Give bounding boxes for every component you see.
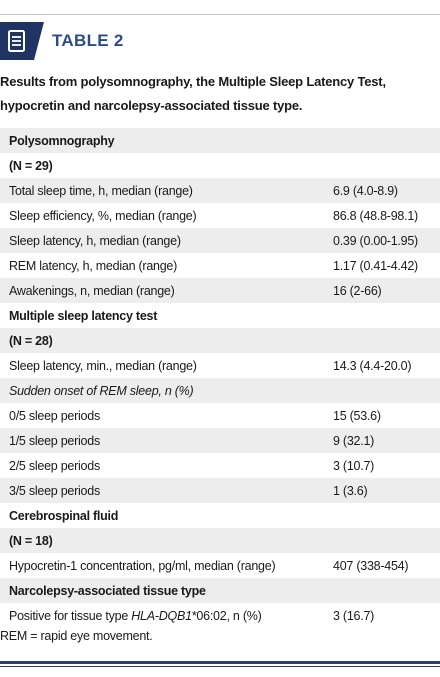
row-label: 3/5 sleep periods (9, 483, 100, 498)
row-label: Hypocretin-1 concentration, pg/ml, media… (9, 558, 276, 573)
row-label: (N = 29) (9, 158, 53, 173)
bottom-rule (0, 666, 440, 667)
table-row: Sleep latency, min., median (range) 14.3 … (0, 353, 440, 378)
table-row: Positive for tissue type HLA-DQB1*06:02,… (0, 603, 440, 628)
table-row: (N = 28) (0, 328, 440, 353)
row-label: Sleep latency, h, median (range) (9, 233, 181, 248)
row-value: 0.39 (0.00-1.95) (333, 233, 418, 248)
row-value: 9 (32.1) (333, 433, 375, 448)
row-value: 6.9 (4.0-8.9) (333, 183, 398, 198)
row-label: (N = 18) (9, 533, 53, 548)
row-label: Positive for tissue type HLA-DQB1*06:02,… (0, 609, 333, 623)
label-part: Positive for tissue type (9, 608, 132, 623)
row-value: 86.8 (48.8-98.1) (333, 208, 418, 223)
bottom-rule (0, 661, 440, 664)
table-row: Sudden onset of REM sleep, n (%) (0, 378, 440, 403)
caption: Results from polysomnography, the Multip… (0, 74, 386, 113)
row-label: 2/5 sleep periods (9, 458, 100, 473)
table-row: Sleep efficiency, %, median (range) 86.8 … (0, 203, 440, 228)
footnote: REM = rapid eye movement. (0, 629, 153, 643)
label-part: *06:02, n (%) (191, 608, 262, 623)
table-row: 1/5 sleep periods 9 (32.1) (0, 428, 440, 453)
table-row: Hypocretin-1 concentration, pg/ml, media… (0, 553, 440, 578)
row-value: 3 (16.7) (333, 608, 375, 623)
row-value: 1.17 (0.41-4.42) (333, 258, 418, 273)
table-icon (0, 22, 44, 60)
row-label: Total sleep time, h, median (range) (9, 183, 193, 198)
row-label: Sleep latency, min., median (range) (9, 358, 197, 373)
table-row: Narcolepsy-associated tissue type (0, 578, 440, 603)
row-label: 1/5 sleep periods (9, 433, 100, 448)
table-row: Cerebrospinal fluid (0, 503, 440, 528)
table-row: 3/5 sleep periods 1 (3.6) (0, 478, 440, 503)
table-row: 2/5 sleep periods 3 (10.7) (0, 453, 440, 478)
table-row: Awakenings, n, median (range) 16 (2-66) (0, 278, 440, 303)
row-label: Multiple sleep latency test (9, 308, 158, 323)
row-label: Awakenings, n, median (range) (9, 283, 175, 298)
label-part: HLA-DQB1 (131, 608, 192, 623)
table-row: (N = 29) (0, 153, 440, 178)
table-label: TABLE 2 (52, 31, 124, 50)
table: Polysomnography (N = 29) Total sleep time,… (0, 128, 440, 628)
row-value: 14.3 (4.4-20.0) (333, 358, 412, 373)
row-label: (N = 28) (9, 333, 53, 348)
table-row: (N = 18) (0, 528, 440, 553)
row-label: Polysomnography (9, 133, 115, 148)
table-row: REM latency, h, median (range) 1.17 (0.41… (0, 253, 440, 278)
table-row: Sleep latency, h, median (range) 0.39 (0.… (0, 228, 440, 253)
row-label: Sudden onset of REM sleep, n (%) (9, 383, 194, 398)
table-row: Multiple sleep latency test (0, 303, 440, 328)
table-row: Polysomnography (0, 128, 440, 153)
row-value: 3 (10.7) (333, 458, 375, 473)
row-value: 15 (53.6) (333, 408, 381, 423)
row-value: 407 (338-454) (333, 558, 409, 573)
row-label: Narcolepsy-associated tissue type (9, 583, 206, 598)
row-value: 1 (3.6) (333, 483, 368, 498)
row-label: 0/5 sleep periods (9, 408, 100, 423)
top-rule (0, 14, 440, 15)
table-row: 0/5 sleep periods 15 (53.6) (0, 403, 440, 428)
row-label: Sleep efficiency, %, median (range) (9, 208, 197, 223)
table-row: Total sleep time, h, median (range) 6.9 (… (0, 178, 440, 203)
row-value: 16 (2-66) (333, 283, 382, 298)
row-label: REM latency, h, median (range) (9, 258, 178, 273)
row-label: Cerebrospinal fluid (9, 508, 119, 523)
